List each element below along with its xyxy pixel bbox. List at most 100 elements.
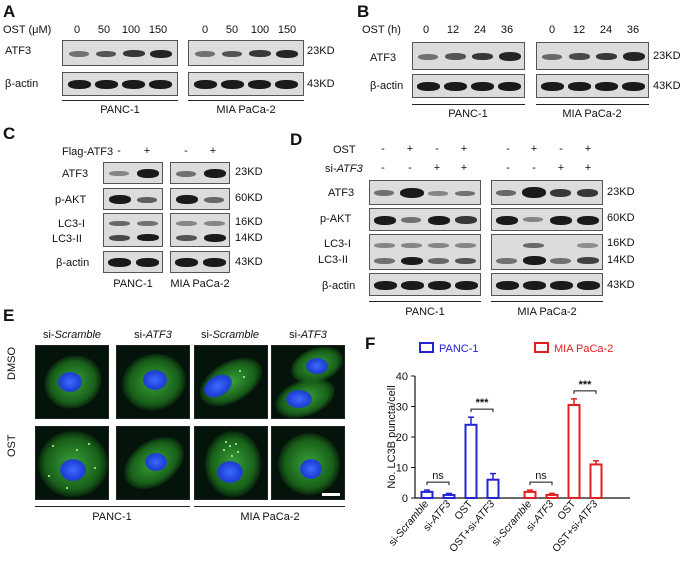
panel-d-treatment-siatf3: si-ATF3 <box>325 163 363 175</box>
panel-b-kd-43: 43KD <box>653 80 681 92</box>
panel-c-sign-3: - <box>184 145 188 157</box>
panel-b-time-8: 36 <box>626 24 640 36</box>
panel-d-row-lc3ii: LC3-II <box>318 254 348 266</box>
sig-bracket-1-0 <box>529 481 553 486</box>
panel-e-col-1: si-Scramble <box>42 329 102 341</box>
legend-swatch-1 <box>534 342 549 353</box>
panel-d-ost-sign-2: + <box>406 143 414 155</box>
panel-a-blot-mia-atf3 <box>188 40 304 66</box>
panel-b-blot-mia-actin <box>536 74 649 98</box>
panel-e-col-2: si-ATF3 <box>134 329 172 341</box>
y-axis-label: No. LC3B puncta/cell <box>386 385 398 488</box>
y-tick-label-3: 30 <box>396 402 408 414</box>
panel-a-cellline-panc: PANC-1 <box>100 104 140 116</box>
panel-d-si-sign-7: + <box>557 162 565 174</box>
panel-d-si-sign-5: - <box>506 162 510 174</box>
panel-b-cellline-panc: PANC-1 <box>448 108 488 120</box>
panel-c-row-lc3ii: LC3-II <box>52 233 82 245</box>
panel-d-cellline-panc: PANC-1 <box>405 306 445 318</box>
panel-d-kd-60: 60KD <box>607 212 635 224</box>
micrograph-mia-siatf3-ost <box>271 426 345 500</box>
legend-label-0: PANC-1 <box>439 343 479 355</box>
panel-b-time-4: 36 <box>500 24 514 36</box>
panel-d-si-sign-3: + <box>433 162 441 174</box>
panel-c-row-atf3: ATF3 <box>62 168 89 180</box>
panel-b-letter: B <box>357 2 370 21</box>
panel-d-underline-mia <box>491 301 603 302</box>
panel-d-kd-23: 23KD <box>607 186 635 198</box>
panel-c-kd-14: 14KD <box>235 232 263 244</box>
panel-e-letter: E <box>3 306 15 325</box>
panel-a-row-atf3: ATF3 <box>5 45 32 57</box>
panel-a-dose-4: 150 <box>148 24 168 36</box>
panel-c-kd-23: 23KD <box>235 166 263 178</box>
bar-0-1 <box>442 493 456 499</box>
panel-d-ost-sign-4: + <box>460 143 468 155</box>
panel-a-dose-1: 0 <box>73 24 81 36</box>
panel-d-row-lc3i: LC3-I <box>324 238 351 250</box>
panel-d-blot-mia-lc3 <box>491 234 603 270</box>
panel-c-blot-panc-atf3 <box>103 162 163 184</box>
sig-bracket-0-1 <box>470 408 494 413</box>
panel-b-kd-23: 23KD <box>653 50 681 62</box>
panel-b-blot-panc-actin <box>412 74 525 98</box>
panel-c-sign-4: + <box>209 145 217 157</box>
panel-d-row-atf3: ATF3 <box>328 187 355 199</box>
micrograph-mia-scramble-dmso <box>194 345 268 419</box>
micrograph-mia-siatf3-dmso <box>271 345 345 419</box>
lc3b-puncta-bar-chart: 0 10 20 30 40 No. LC3B puncta/cell PANC-1 MIA P… <box>386 342 630 555</box>
panel-a-dose-2: 50 <box>97 24 111 36</box>
panel-d-kd-43: 43KD <box>607 279 635 291</box>
bar-1-1 <box>545 493 559 499</box>
sig-label-1-0: ns <box>535 470 547 482</box>
y-tick-label-2: 20 <box>396 432 408 444</box>
panel-c-kd-60: 60KD <box>235 192 263 204</box>
y-tick-label-1: 10 <box>396 463 408 475</box>
panel-c-sign-1: - <box>117 145 121 157</box>
micrograph-panc-siatf3-dmso <box>116 345 190 419</box>
panel-c-blot-panc-pakt <box>103 188 163 210</box>
panel-c-blot-panc-actin <box>103 251 163 273</box>
legend-swatch-0 <box>419 342 434 353</box>
panel-e-row-dmso: DMSO <box>6 347 18 380</box>
panel-d-ost-sign-8: + <box>584 143 592 155</box>
panel-b-time-7: 24 <box>599 24 613 36</box>
panel-a-underline-mia <box>188 100 304 101</box>
panel-d-blot-mia-actin <box>491 273 603 296</box>
panel-b-blot-mia-atf3 <box>536 42 649 70</box>
panel-c-blot-mia-pakt <box>170 188 230 210</box>
legend-label-1: MIA PaCa-2 <box>554 343 613 355</box>
panel-b-time-3: 24 <box>473 24 487 36</box>
panel-a-row-actin: β-actin <box>5 78 39 90</box>
panel-c-blot-mia-lc3 <box>170 213 230 247</box>
panel-a-cellline-mia: MIA PaCa-2 <box>216 104 276 116</box>
panel-b-treatment-label: OST (h) <box>362 24 401 36</box>
panel-d-row-actin: β-actin <box>322 280 356 292</box>
panel-c-kd-16: 16KD <box>235 216 263 228</box>
panel-d-letter: D <box>290 130 303 149</box>
bar-1-0 <box>523 490 537 499</box>
panel-d-ost-sign-1: - <box>381 143 385 155</box>
panel-a-blot-panc-atf3 <box>62 40 178 66</box>
bar-0-2 <box>464 423 478 499</box>
panel-d-cellline-mia: MIA PaCa-2 <box>517 306 577 318</box>
sig-bracket-1-1 <box>573 390 597 394</box>
sig-label-1-1: *** <box>579 379 593 391</box>
sig-label-0-0: ns <box>432 470 444 482</box>
panel-b-underline-mia <box>536 104 649 105</box>
panel-a-dose-6: 50 <box>225 24 239 36</box>
panel-a-blot-panc-actin <box>62 72 178 96</box>
panel-e-underline-panc <box>35 506 190 507</box>
panel-b-time-5: 0 <box>548 24 556 36</box>
panel-f-letter: F <box>365 334 376 353</box>
panel-b-blot-panc-atf3 <box>412 42 525 70</box>
panel-c-cellline-panc: PANC-1 <box>113 278 153 290</box>
panel-b-row-actin: β-actin <box>370 80 404 92</box>
micrograph-mia-scramble-ost <box>194 426 268 500</box>
panel-b-underline-panc <box>412 104 525 105</box>
panel-b-time-2: 12 <box>446 24 460 36</box>
panel-a-blot-mia-actin <box>188 72 304 96</box>
panel-d-blot-mia-pakt <box>491 208 603 231</box>
panel-d-ost-sign-6: + <box>530 143 538 155</box>
panel-b-time-1: 0 <box>422 24 430 36</box>
